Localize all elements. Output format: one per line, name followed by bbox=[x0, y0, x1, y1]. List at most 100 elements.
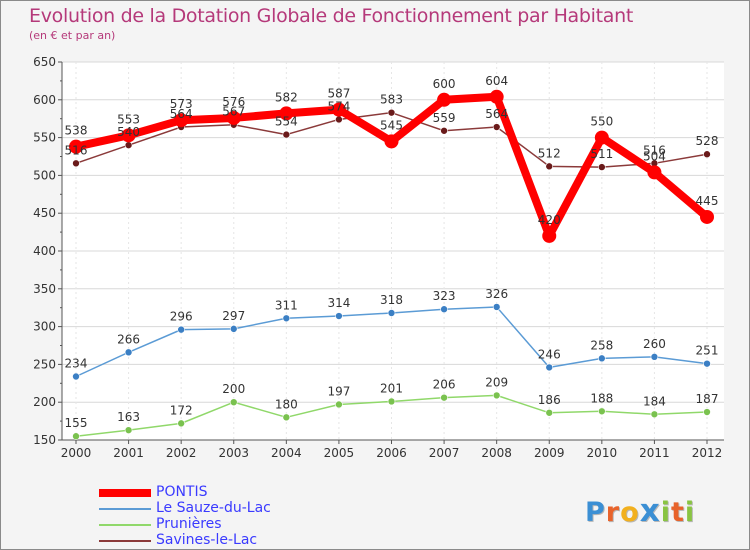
data-label: 540 bbox=[117, 125, 140, 139]
logo-letter: x bbox=[639, 493, 661, 529]
data-label: 296 bbox=[170, 310, 193, 324]
data-label: 234 bbox=[65, 356, 88, 370]
data-point bbox=[282, 413, 291, 422]
logo-letter: i bbox=[684, 497, 696, 528]
x-tick-label: 2000 bbox=[61, 446, 92, 460]
data-label: 260 bbox=[643, 337, 666, 351]
data-point bbox=[387, 309, 396, 317]
x-tick-label: 2012 bbox=[692, 446, 723, 460]
y-tick-label: 350 bbox=[33, 282, 56, 296]
data-point bbox=[437, 92, 452, 107]
data-point bbox=[492, 391, 501, 400]
data-label: 587 bbox=[327, 87, 350, 101]
data-point bbox=[650, 410, 659, 419]
data-label: 420 bbox=[538, 213, 561, 227]
x-tick-label: 2011 bbox=[639, 446, 670, 460]
logo-letter: o bbox=[620, 497, 640, 528]
data-point bbox=[72, 159, 80, 168]
data-point bbox=[229, 398, 238, 407]
data-label: 163 bbox=[117, 410, 140, 424]
data-label: 200 bbox=[222, 382, 245, 396]
data-point bbox=[177, 419, 185, 428]
y-tick-label: 250 bbox=[33, 357, 56, 371]
data-label: 311 bbox=[275, 298, 298, 312]
data-point bbox=[69, 139, 83, 154]
data-label: 180 bbox=[275, 397, 298, 411]
data-point bbox=[703, 359, 711, 368]
data-point bbox=[492, 123, 501, 131]
data-label: 583 bbox=[380, 93, 403, 107]
data-label: 318 bbox=[380, 293, 403, 307]
x-tick-label: 2002 bbox=[166, 446, 197, 460]
data-label: 314 bbox=[327, 296, 350, 310]
data-label: 155 bbox=[65, 416, 88, 430]
data-point bbox=[72, 432, 80, 441]
x-tick-label: 2004 bbox=[271, 446, 302, 460]
data-label: 258 bbox=[590, 338, 613, 352]
data-label: 172 bbox=[170, 403, 193, 417]
data-label: 564 bbox=[170, 107, 193, 121]
data-label: 209 bbox=[485, 375, 508, 389]
x-tick-label: 2006 bbox=[376, 446, 407, 460]
data-point bbox=[594, 130, 609, 145]
data-label: 445 bbox=[696, 194, 719, 208]
data-point bbox=[489, 89, 504, 104]
data-point bbox=[440, 126, 448, 135]
data-label: 582 bbox=[275, 90, 298, 104]
data-label: 600 bbox=[433, 77, 456, 91]
y-tick-label: 550 bbox=[33, 131, 56, 145]
legend-swatch bbox=[99, 524, 151, 526]
data-label: 512 bbox=[538, 146, 561, 160]
data-point bbox=[387, 108, 396, 117]
legend-swatch bbox=[99, 489, 151, 497]
data-point bbox=[335, 312, 343, 320]
data-point bbox=[492, 303, 501, 311]
x-tick-label: 2009 bbox=[534, 446, 565, 460]
data-point bbox=[703, 408, 711, 416]
logo-letter: i bbox=[660, 497, 671, 528]
x-tick-label: 2010 bbox=[587, 446, 618, 460]
data-point bbox=[335, 400, 343, 409]
x-tick-label: 2008 bbox=[481, 446, 512, 460]
data-point bbox=[598, 354, 606, 363]
data-point bbox=[703, 150, 711, 159]
data-point bbox=[598, 163, 606, 171]
data-point bbox=[384, 134, 399, 149]
data-label: 246 bbox=[538, 347, 561, 361]
data-label: 323 bbox=[433, 289, 456, 303]
data-label: 564 bbox=[485, 107, 508, 121]
data-point bbox=[121, 128, 136, 143]
y-tick-label: 450 bbox=[33, 206, 56, 220]
data-point bbox=[440, 305, 448, 314]
data-point bbox=[174, 113, 189, 128]
data-label: 266 bbox=[117, 332, 140, 346]
data-point bbox=[647, 165, 662, 180]
data-point bbox=[72, 372, 80, 381]
data-label: 516 bbox=[643, 143, 666, 157]
data-label: 197 bbox=[327, 384, 350, 398]
y-tick-label: 600 bbox=[33, 93, 56, 107]
data-point bbox=[331, 102, 346, 117]
legend-label: Savines-le-Lac bbox=[156, 532, 258, 548]
data-point bbox=[279, 106, 294, 121]
y-tick-label: 200 bbox=[33, 395, 56, 409]
data-label: 553 bbox=[117, 112, 140, 126]
y-tick-label: 400 bbox=[33, 244, 56, 258]
chart-title: Evolution de la Dotation Globale de Fonc… bbox=[29, 5, 634, 27]
x-tick-label: 2007 bbox=[429, 446, 460, 460]
data-label: 297 bbox=[222, 309, 245, 323]
data-label: 186 bbox=[538, 393, 561, 407]
data-label: 538 bbox=[65, 124, 88, 138]
data-label: 545 bbox=[380, 118, 403, 132]
data-point bbox=[650, 353, 659, 361]
x-tick-label: 2003 bbox=[218, 446, 249, 460]
legend-swatch bbox=[99, 508, 151, 510]
data-point bbox=[124, 426, 133, 434]
data-label: 326 bbox=[485, 287, 508, 301]
data-point bbox=[387, 397, 396, 406]
data-label: 206 bbox=[433, 378, 456, 392]
data-point bbox=[440, 393, 448, 402]
data-point bbox=[124, 348, 133, 357]
